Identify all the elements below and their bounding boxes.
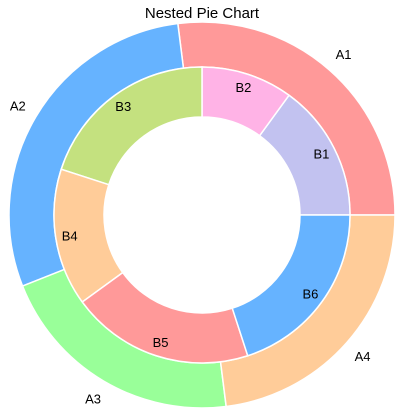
inner-label-b6: B6 [302, 286, 318, 301]
outer-label-a1: A1 [336, 47, 352, 62]
inner-ring-labels: B1 B2 B3 B4 B5 B6 [62, 80, 330, 350]
outer-label-a2: A2 [10, 99, 26, 114]
inner-label-b4: B4 [62, 228, 78, 243]
outer-label-a4: A4 [355, 349, 371, 364]
inner-slice-b6 [231, 214, 351, 357]
outer-ring-labels: A1 A2 A3 A4 [10, 47, 371, 407]
inner-label-b2: B2 [235, 80, 251, 95]
chart-title: Nested Pie Chart [144, 5, 260, 22]
inner-ring [53, 66, 351, 364]
inner-label-b3: B3 [115, 99, 131, 114]
outer-label-a3: A3 [85, 392, 101, 407]
inner-label-b1: B1 [313, 147, 329, 162]
inner-label-b5: B5 [153, 335, 169, 350]
